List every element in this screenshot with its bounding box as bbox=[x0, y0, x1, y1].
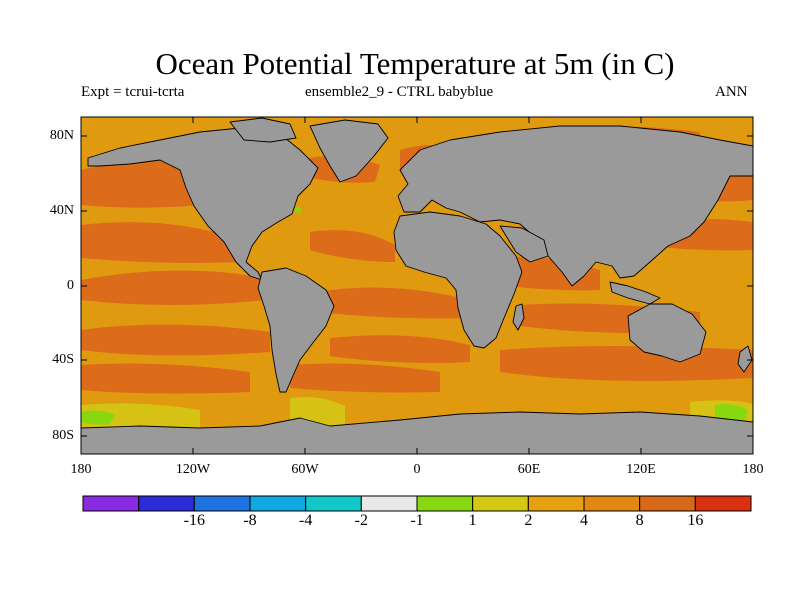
colorbar-label: -8 bbox=[243, 512, 257, 529]
colorbar-label: -2 bbox=[354, 512, 368, 529]
colorbar-swatch bbox=[583, 495, 641, 512]
colorbar-label: 8 bbox=[635, 512, 644, 529]
lon-label-60w: 60W bbox=[291, 462, 319, 477]
colorbar-label: -4 bbox=[298, 512, 313, 529]
map-plot-area bbox=[81, 117, 753, 454]
colorbar-swatch bbox=[82, 495, 140, 512]
indonesia bbox=[609, 281, 661, 305]
colorbar-swatch bbox=[305, 495, 362, 512]
lon-label-120w: 120W bbox=[175, 462, 211, 477]
land-masses bbox=[81, 117, 753, 454]
australia bbox=[627, 303, 707, 363]
colorbar-label: 4 bbox=[580, 512, 588, 529]
greenland bbox=[309, 119, 389, 183]
colorbar-swatch bbox=[138, 495, 195, 512]
lat-label-40n: 40N bbox=[49, 203, 74, 218]
colorbar-label: 16 bbox=[687, 512, 704, 529]
lon-label-120e: 120E bbox=[626, 462, 656, 477]
colorbar-swatch bbox=[639, 495, 696, 512]
arctic-islands bbox=[229, 117, 297, 143]
colorbar-label: 1 bbox=[468, 512, 477, 529]
colorbar-label: -1 bbox=[410, 512, 424, 529]
colorbar-swatch bbox=[472, 495, 529, 512]
antarctica bbox=[81, 411, 753, 454]
colorbar-swatch bbox=[360, 495, 418, 512]
colorbar-label: 2 bbox=[524, 512, 533, 529]
colorbar-label: -16 bbox=[183, 512, 205, 529]
experiment-label: Expt = tcrui-tcrta bbox=[81, 84, 185, 100]
lon-label-60e: 60E bbox=[517, 462, 541, 477]
lat-label-80n: 80N bbox=[49, 128, 74, 143]
africa bbox=[393, 211, 523, 349]
colorbar-swatch bbox=[249, 495, 307, 512]
axis-ticks bbox=[81, 117, 753, 454]
season-label: ANN bbox=[715, 84, 748, 100]
colorbar-swatch bbox=[416, 495, 474, 512]
madagascar bbox=[512, 303, 525, 331]
lon-label-180e: 180 bbox=[742, 462, 764, 477]
lon-label-180w: 180 bbox=[70, 462, 92, 477]
new-zealand bbox=[737, 345, 753, 373]
map-title: Ocean Potential Temperature at 5m (in C) bbox=[155, 46, 675, 81]
eurasia bbox=[397, 125, 753, 287]
south-america bbox=[257, 267, 335, 393]
colorbar bbox=[82, 495, 752, 512]
lat-label-80s: 80S bbox=[52, 428, 74, 443]
colorbar-swatch bbox=[694, 495, 752, 512]
colorbar-swatch bbox=[193, 495, 251, 512]
green-ocean-spots bbox=[81, 207, 748, 425]
lon-label-0: 0 bbox=[413, 462, 421, 477]
colorbar-swatch bbox=[527, 495, 585, 512]
lat-label-40s: 40S bbox=[52, 352, 74, 367]
ensemble-label: ensemble2_9 - CTRL babyblue bbox=[305, 84, 494, 100]
arabia bbox=[499, 225, 549, 263]
lat-label-0: 0 bbox=[67, 278, 74, 293]
